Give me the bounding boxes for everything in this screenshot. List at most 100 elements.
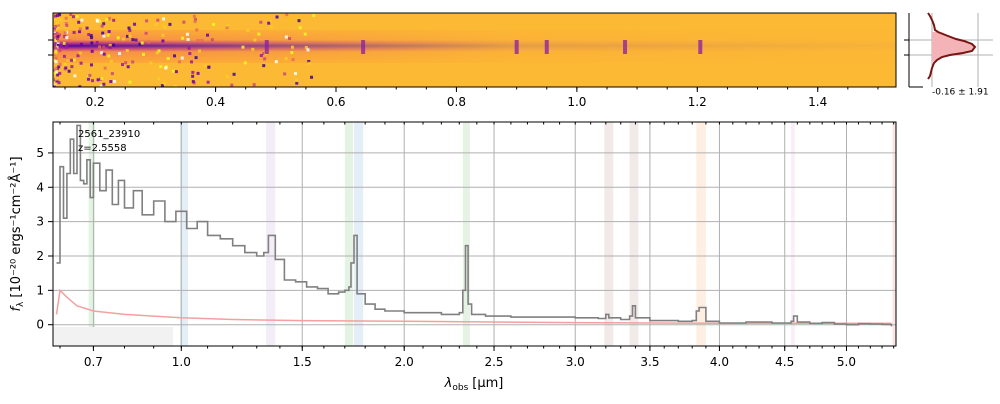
noise-pixel: [127, 26, 131, 30]
noise-pixel: [105, 17, 109, 21]
noise-pixel: [78, 51, 82, 55]
emission-features-2d: [264, 40, 703, 54]
x-tick-label: 4.0: [710, 355, 729, 369]
noise-pixel: [79, 42, 83, 46]
redshift-label: z=2.5558: [78, 143, 127, 154]
noise-pixel: [54, 49, 58, 53]
y-tick-label: 2: [36, 249, 44, 263]
noise-pixel: [290, 51, 294, 55]
y-tick-label: 4: [36, 180, 44, 194]
object-id: 2561_23910: [78, 129, 140, 140]
noise-pixel: [156, 18, 160, 22]
noise-pixel: [196, 38, 200, 42]
noise-pixel: [131, 38, 135, 42]
noise-pixel: [57, 81, 61, 85]
noise-pixel: [206, 80, 210, 84]
x-axis-label: λobs [μm]: [444, 376, 504, 393]
noise-pixel: [246, 29, 250, 33]
noise-pixel: [56, 73, 60, 77]
y-axis-label: fλ [10⁻²⁰ ergs⁻¹cm⁻²Å⁻¹]: [8, 156, 26, 311]
noise-pixel: [53, 32, 57, 36]
noise-pixel: [102, 34, 106, 38]
noise-pixel: [53, 28, 57, 32]
noise-pixel: [54, 14, 58, 18]
noise-pixel: [306, 48, 310, 52]
noise-pixel: [120, 63, 124, 67]
noise-pixel: [55, 79, 59, 83]
noise-pixel: [108, 45, 112, 49]
top-x-tick-label: 1.2: [688, 95, 707, 109]
noise-pixel: [86, 77, 90, 81]
noise-pixel: [98, 45, 102, 49]
noise-pixel: [64, 22, 68, 26]
noise-pixel: [134, 38, 138, 42]
noise-pixel: [103, 66, 107, 70]
x-label-unit: [μm]: [472, 376, 503, 391]
profile-panel: -0.16 ± 1.91: [904, 12, 993, 98]
noise-pixel: [56, 23, 60, 27]
noise-pixel: [285, 13, 289, 17]
noise-pixel: [180, 56, 184, 60]
y-axis: 0 1 2 3 4 5: [36, 146, 53, 332]
noise-pixel: [87, 33, 91, 37]
noise-pixel: [121, 37, 125, 41]
noise-pixel: [54, 18, 58, 22]
noise-pixel: [192, 14, 196, 18]
noise-pixel: [203, 64, 207, 68]
spectrum-2d-panel: 0.2 0.4 0.6 0.8 1.0 1.2 1.4: [48, 12, 897, 109]
x-tick-label: 2.5: [484, 355, 503, 369]
trace-fade: [53, 30, 896, 63]
noise-pixel: [131, 60, 135, 64]
line-band: [696, 122, 706, 346]
noise-pixel: [307, 60, 311, 64]
noise-pixel: [71, 15, 75, 19]
noise-pixel: [56, 34, 60, 38]
y-label-units: [10⁻²⁰ ergs⁻¹cm⁻²Å⁻¹]: [8, 156, 24, 297]
noise-pixel: [145, 19, 149, 23]
emission-feature: [514, 40, 519, 54]
noise-pixel: [112, 79, 116, 83]
noise-pixel: [232, 72, 236, 76]
noise-pixel: [54, 51, 58, 55]
noise-pixel: [284, 57, 288, 61]
x-tick-label: 5.0: [837, 355, 856, 369]
line-band: [354, 122, 364, 346]
noise-pixel: [307, 61, 311, 65]
noise-pixel: [262, 64, 266, 68]
top-x-tick-label: 1.4: [808, 95, 827, 109]
x-axis: 0.7 1.0 1.5 2.0 2.5 3.0 3.5 4.0 4.5 5.0: [59, 122, 895, 369]
line-band: [604, 122, 614, 346]
noise-pixel: [196, 71, 200, 75]
noise-pixel: [100, 77, 104, 81]
noise-pixel: [85, 26, 89, 30]
noise-pixel: [77, 20, 81, 24]
noise-pixel: [64, 16, 68, 20]
noise-pixel: [65, 36, 69, 40]
noise-pixel: [288, 37, 292, 41]
noise-pixels: [53, 13, 316, 87]
noise-pixel: [154, 23, 158, 27]
noise-pixel: [64, 45, 68, 49]
noise-pixel: [102, 45, 106, 49]
noise-pixel: [290, 45, 294, 49]
noise-pixel: [162, 17, 166, 21]
noise-pixel: [166, 57, 170, 61]
noise-pixel: [174, 70, 178, 74]
noise-pixel: [70, 58, 74, 62]
x-tick-label: 4.5: [775, 355, 794, 369]
noise-pixel: [173, 85, 177, 87]
noise-pixel: [283, 72, 287, 76]
noise-pixel: [56, 39, 60, 43]
noise-pixel: [173, 54, 177, 58]
noise-pixel: [163, 81, 167, 85]
noise-pixel: [190, 60, 194, 64]
noise-pixel: [138, 42, 142, 46]
noise-pixel: [298, 26, 302, 30]
noise-pixel: [310, 75, 314, 79]
noise-pixel: [75, 15, 79, 19]
noise-pixel: [72, 30, 76, 34]
noise-pixel: [58, 49, 62, 53]
noise-pixel: [191, 74, 195, 78]
line-band: [344, 122, 354, 346]
noise-pixel: [168, 22, 172, 26]
